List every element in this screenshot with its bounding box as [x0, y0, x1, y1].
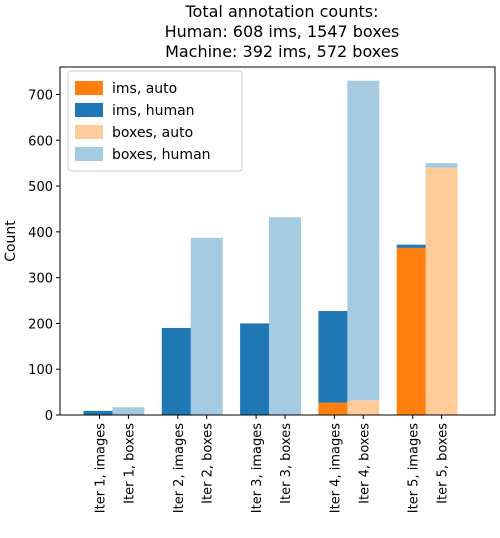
legend-label: ims, human: [112, 103, 195, 119]
bar-segment: [425, 167, 458, 415]
bars: [83, 80, 458, 415]
legend-label: boxes, auto: [112, 125, 193, 141]
bar-segment: [347, 80, 380, 401]
x-tick-label: Iter 4, boxes: [357, 423, 372, 504]
y-tick-label: 0: [45, 409, 53, 424]
legend-label: ims, auto: [112, 81, 177, 97]
bar-segment: [112, 407, 145, 415]
y-axis-label: Count: [3, 220, 19, 262]
y-tick-label: 100: [28, 363, 53, 378]
y-tick-label: 300: [28, 272, 53, 287]
bar-segment: [83, 410, 116, 415]
y-tick-label: 700: [28, 88, 53, 103]
legend-swatch: [75, 103, 103, 117]
legend-swatch: [75, 125, 103, 139]
x-tick-label: Iter 2, images: [172, 423, 187, 513]
legend-box: [67, 70, 243, 172]
bar-segment: [318, 311, 351, 403]
x-tick-label: Iter 2, boxes: [201, 423, 216, 504]
y-tick-label: 400: [28, 226, 53, 241]
bar-segment: [347, 400, 380, 415]
x-tick-label: Iter 1, images: [94, 423, 109, 513]
legend-swatch: [75, 81, 103, 95]
chart-title: Total annotation counts: Human: 608 ims,…: [165, 2, 400, 61]
y-tick-label: 200: [28, 317, 53, 332]
bar-segment: [396, 244, 429, 248]
chart-title-line-3: Machine: 392 ims, 572 boxes: [165, 42, 399, 61]
bar-segment: [269, 217, 301, 415]
bar-segment: [425, 163, 458, 168]
bar-segment: [396, 247, 429, 415]
bar-segment: [240, 323, 273, 415]
x-tick-label: Iter 5, images: [407, 423, 422, 513]
x-tick-label: Iter 5, boxes: [436, 423, 451, 504]
x-tick-label: Iter 1, boxes: [122, 423, 137, 504]
y-axis: 0 100 200 300 400 500 600 700: [28, 88, 60, 424]
x-tick-label: Iter 3, boxes: [279, 423, 294, 504]
legend-label: boxes, human: [112, 147, 211, 163]
y-tick-label: 600: [28, 134, 53, 149]
y-tick-label: 500: [28, 180, 53, 195]
bar-segment: [190, 237, 223, 415]
x-axis: Iter 1, images Iter 1, boxes Iter 2, image…: [94, 415, 451, 513]
chart-title-line-2: Human: 608 ims, 1547 boxes: [165, 22, 400, 41]
bar-segment: [161, 328, 194, 415]
chart-title-line-1: Total annotation counts:: [184, 2, 378, 21]
x-tick-label: Iter 4, images: [328, 423, 343, 513]
legend: ims, auto ims, human boxes, auto boxes, hum…: [67, 70, 243, 172]
plot-frame: [59, 66, 496, 416]
x-tick-label: Iter 3, images: [250, 423, 265, 513]
bar-segment: [318, 402, 351, 415]
legend-swatch: [75, 147, 103, 161]
